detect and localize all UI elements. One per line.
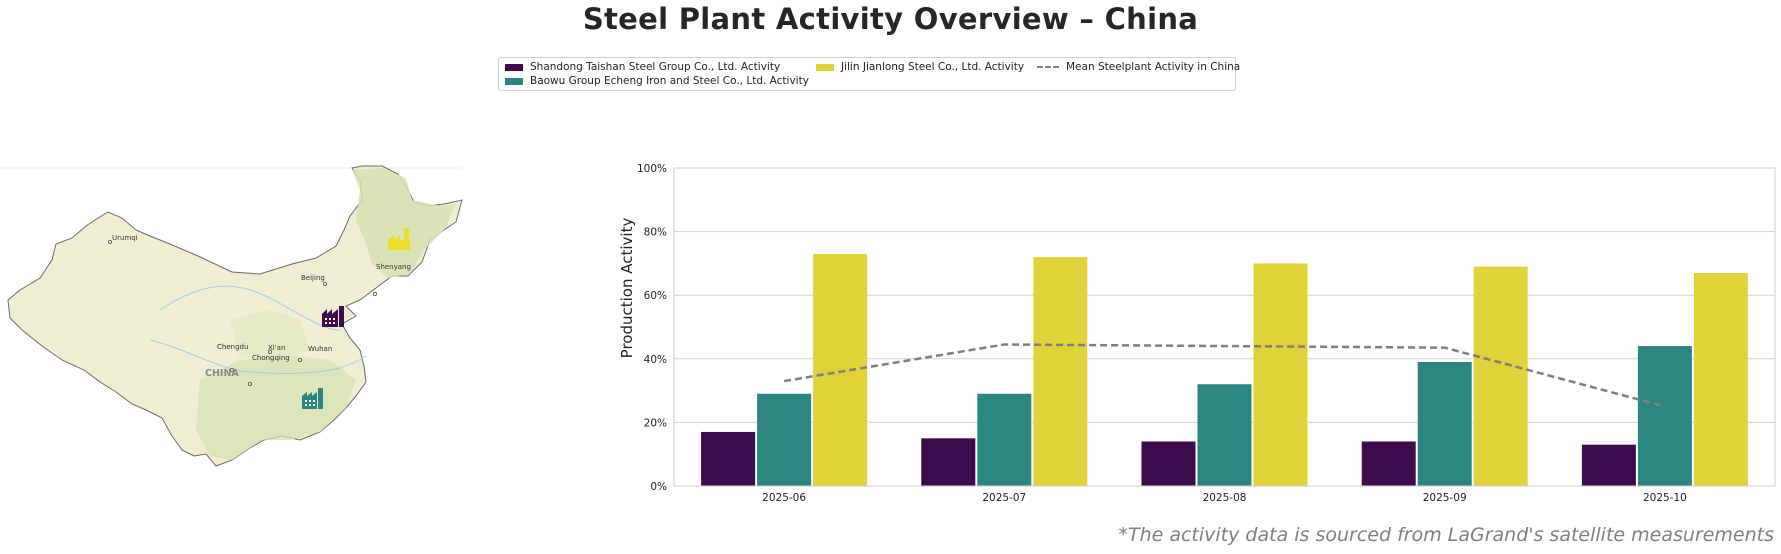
- chart-panel: 0% 20% 40% 60% 80% 100% 2025-06 2025-07 2025-08 2…: [600, 150, 1781, 510]
- map-city-urumqi: Urumqi: [112, 234, 138, 242]
- bar-shandong-2025-08: [1141, 441, 1196, 486]
- bar-baowu-2025-08: [1197, 384, 1252, 486]
- bar-jilin-2025-10: [1693, 272, 1748, 486]
- y-tick-label: 0%: [650, 481, 667, 493]
- map-green-region-se: [196, 356, 356, 460]
- map-city-chongqing: Chongqing: [252, 354, 290, 362]
- bar-jilin-2025-09: [1473, 266, 1528, 486]
- legend-swatch-jilin: [816, 63, 834, 71]
- bar-baowu-2025-10: [1637, 346, 1692, 486]
- legend-label-jilin: Jilin Jianlong Steel Co., Ltd. Activity: [841, 61, 1025, 73]
- x-tick-label: 2025-10: [1643, 492, 1687, 504]
- bar-baowu-2025-09: [1417, 361, 1472, 486]
- bar-jilin-2025-08: [1253, 263, 1308, 486]
- legend-label-baowu: Baowu Group Echeng Iron and Steel Co., L…: [530, 75, 809, 87]
- y-tick-label: 40%: [644, 354, 667, 366]
- map-river-yangtze: [149, 339, 367, 374]
- factory-icon-shandong: [322, 306, 344, 327]
- legend-swatch-shandong: [505, 63, 523, 71]
- map-city-shenyang: Shenyang: [376, 263, 411, 271]
- bar-shandong-2025-10: [1581, 444, 1636, 486]
- y-tick-label: 20%: [644, 417, 667, 429]
- mean-line-layer: [783, 343, 1666, 408]
- legend-swatch-baowu: [505, 77, 523, 85]
- mean-activity-line: [783, 343, 1666, 408]
- factory-icon-jilin: [388, 228, 410, 250]
- legend-item-jilin: Jilin Jianlong Steel Co., Ltd. Activity: [816, 61, 1024, 73]
- bar-chart: 0% 20% 40% 60% 80% 100% 2025-06 2025-07 2025-08 2…: [618, 163, 1776, 504]
- china-map: Urumqi Beijing Shenyang Xi'an Chengdu Ch…: [0, 160, 470, 500]
- x-tick-label: 2025-06: [762, 492, 806, 504]
- y-tick-label: 80%: [644, 227, 667, 239]
- map-city-wuhan: Wuhan: [308, 345, 332, 353]
- bar-jilin-2025-07: [1033, 257, 1088, 486]
- source-note: *The activity data is sourced from LaGra…: [1118, 524, 1774, 546]
- chart-title: Steel Plant Activity Overview – China: [582, 2, 1199, 36]
- map-city-beijing: Beijing: [301, 274, 325, 282]
- y-tick-label: 100%: [637, 163, 667, 175]
- bar-baowu-2025-06: [757, 393, 812, 486]
- legend-item-baowu: Baowu Group Echeng Iron and Steel Co., L…: [505, 75, 809, 87]
- bar-shandong-2025-09: [1361, 441, 1416, 486]
- map-green-region-ne: [352, 168, 456, 278]
- china-map-svg: Urumqi Beijing Shenyang Xi'an Chengdu Ch…: [0, 165, 463, 467]
- legend-label-shandong: Shandong Taishan Steel Group Co., Ltd. A…: [530, 61, 781, 73]
- bar-shandong-2025-07: [921, 438, 976, 486]
- x-tick-label: 2025-09: [1423, 492, 1467, 504]
- legend-item-shandong: Shandong Taishan Steel Group Co., Ltd. A…: [505, 61, 780, 73]
- x-tick-label: 2025-07: [982, 492, 1026, 504]
- map-country-label: CHINA: [205, 368, 239, 379]
- x-tick-label: 2025-08: [1203, 492, 1247, 504]
- plot-frame: [673, 167, 1776, 487]
- y-axis-title: Production Activity: [618, 218, 636, 359]
- axes-layer: 0% 20% 40% 60% 80% 100% 2025-06 2025-07 2025-08 2…: [637, 163, 1776, 504]
- bar-shandong-2025-06: [701, 431, 756, 486]
- legend-item-mean: Mean Steelplant Activity in China: [1037, 61, 1240, 73]
- bar-baowu-2025-07: [977, 393, 1032, 486]
- legend-label-mean: Mean Steelplant Activity in China: [1066, 61, 1241, 73]
- y-tick-label: 60%: [644, 290, 667, 302]
- factory-icon-baowu: [302, 388, 323, 409]
- map-city-chengdu: Chengdu: [217, 343, 248, 351]
- bars-layer: [701, 253, 1748, 486]
- legend: Shandong Taishan Steel Group Co., Ltd. A…: [498, 57, 1240, 91]
- map-green-region-center: [230, 310, 310, 360]
- bar-jilin-2025-06: [813, 253, 868, 486]
- map-city-xian: Xi'an: [268, 344, 285, 352]
- legend-dash-mean: [1037, 66, 1059, 68]
